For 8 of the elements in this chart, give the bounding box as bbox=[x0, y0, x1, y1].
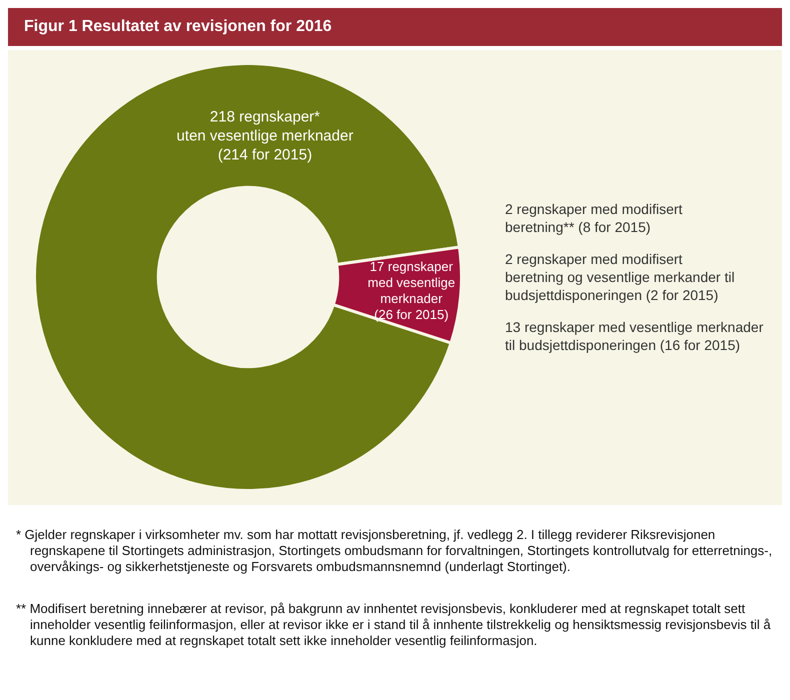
text: 2 regnskaper med modifisert beretning** (8 for 2015) bbox=[505, 200, 684, 236]
chart-title: Figur 1 Resultatet av revisjonen for 2016 bbox=[8, 8, 782, 46]
slice-label: 17 regnskaper med vesentlige merknader (26 for 2015) bbox=[368, 258, 456, 322]
text: * Gjelder regnskaper i virksomheter mv. som har mottatt revisjonsberetning, jf. vedlegg 2. I tillegg reviderer Riksrevisjonen regnskapene til Stortingets administrasjon, Stortingets ombudsmann for forvaltningen, Stortingets kontrollutvalg for etterretnings-, overvåkings- og sikkerhetstjeneste og Forsvarets ombudsmannsnemnd (underlagt Stortinget). bbox=[15, 527, 774, 575]
text: 2 regnskaper med modifisert beretning og vesentlige merkander til budsjettdisponeringen (2 for 2015) bbox=[505, 250, 736, 304]
text: 13 regnskaper med vesentlige merknader til budsjettdisponeringen (16 for 2015) bbox=[505, 318, 764, 354]
text: ** Modifisert beretning innebærer at revisor, på bakgrunn av innhentet revisjonsbevis, konkluderer med at regnskapet totalt sett inneholder vesentlig feilinformasjon, eller at revisor ikke er i stand til å innhente tilstrekkelig og hensiktsmessig revisjonsbevis til å kunne konkludere med at regnskapet totalt sett ikke inneholder vesentlig feilinformasjon. bbox=[15, 601, 772, 649]
slice-label: 218 regnskaper* uten vesentlige merknader (214 for 2015) bbox=[176, 108, 354, 164]
